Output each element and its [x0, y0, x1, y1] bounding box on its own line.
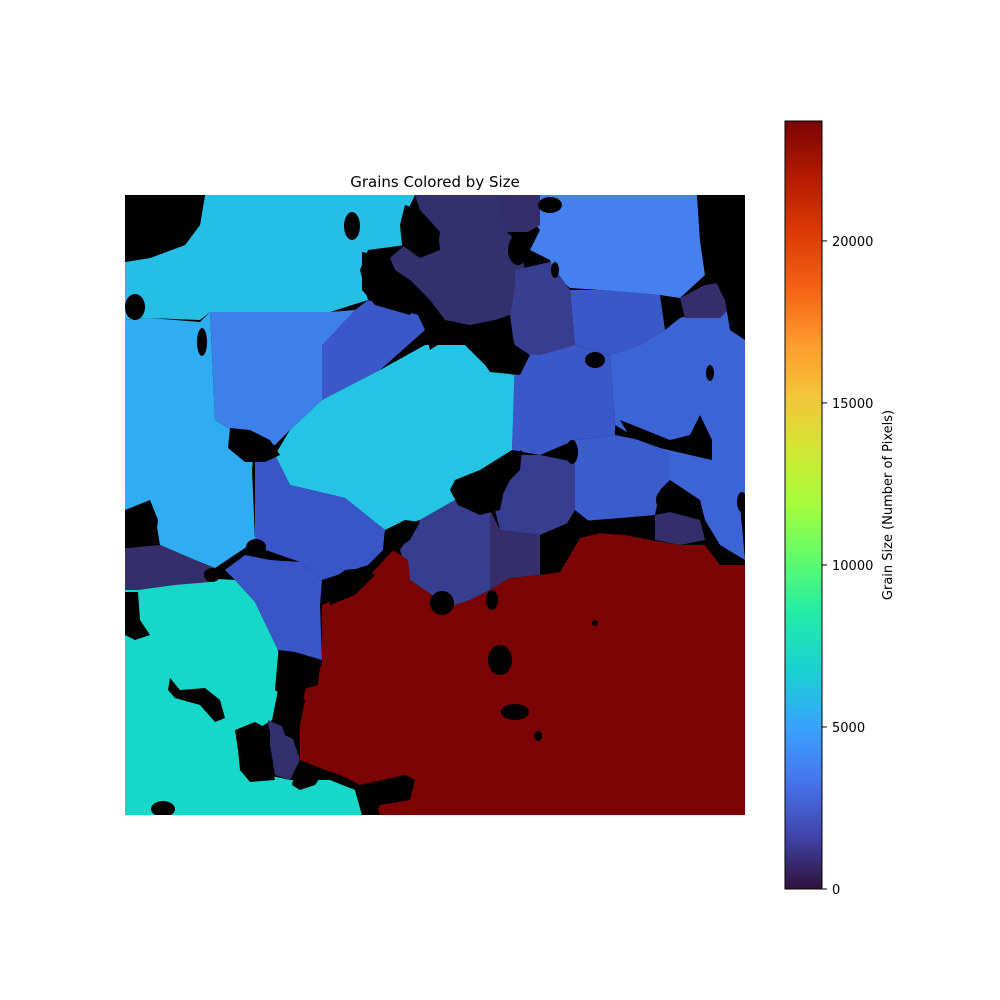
grain-purple-5: [490, 510, 560, 590]
grain-mid-blue-3: [570, 290, 665, 355]
colorbar-tick-label: 20000: [832, 235, 873, 250]
grain-lower-blue: [225, 555, 322, 660]
grain-right: [610, 300, 745, 560]
grain-purple-6: [655, 512, 705, 545]
colorbar-tick-label: 0: [832, 883, 840, 898]
grain-purple-left: [125, 545, 215, 590]
grain-mid-blue-4: [512, 345, 615, 455]
colorbar-tick-label: 15000: [832, 397, 873, 412]
grain-purple-top-small: [500, 195, 540, 232]
grain-purple-7: [268, 720, 300, 780]
colorbar-gradient: [784, 120, 823, 890]
colorbar-ticks: 0 5000 10000 15000 20000: [822, 235, 873, 898]
colorbar-tick-label: 5000: [832, 721, 865, 736]
grain-bottom-left: [125, 578, 362, 815]
grain-center-left: [210, 310, 355, 445]
grain-map: [125, 195, 745, 815]
chart-title: Grains Colored by Size: [350, 173, 520, 191]
grain-left-mid: [125, 312, 255, 568]
grain-purple-1: [390, 195, 525, 325]
grain-mid-blue-2: [255, 455, 385, 580]
grain-boundaries: [125, 195, 745, 815]
colorbar-tick-label: 10000: [832, 559, 873, 574]
grain-large: [300, 533, 745, 815]
grain-top-right: [528, 195, 705, 298]
grain-purple-2: [510, 262, 575, 355]
colorbar-label: Grain Size (Number of Pixels): [881, 410, 896, 600]
grain-mid-blue-1: [322, 300, 425, 400]
grain-top-left: [125, 195, 415, 320]
grain-purple-4: [400, 500, 490, 605]
grain-right-lower: [575, 435, 670, 522]
colorbar: 0 5000 10000 15000 20000 Grain Size (Number …: [784, 120, 896, 898]
